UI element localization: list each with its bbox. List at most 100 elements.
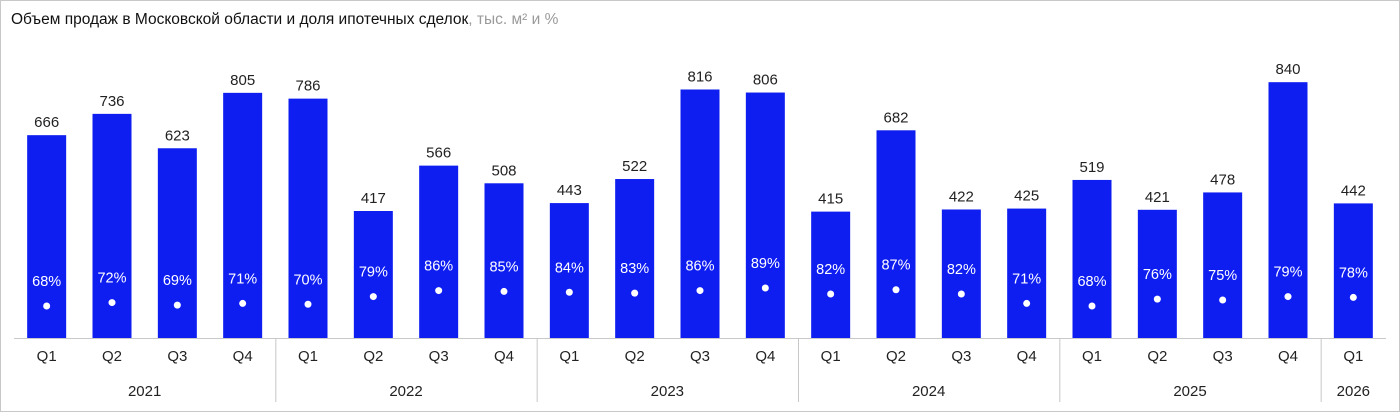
percent-dot	[1023, 299, 1031, 307]
x-tick-label: Q4	[233, 348, 253, 365]
percent-label: 79%	[359, 265, 388, 281]
bar	[1007, 208, 1047, 338]
x-tick-label: Q4	[755, 348, 775, 365]
percent-dot	[435, 287, 443, 295]
x-tick-label: Q4	[1278, 348, 1298, 365]
x-tick-label: Q2	[102, 348, 122, 365]
chart-title: Объем продаж в Московской области и доля…	[11, 11, 558, 29]
chart-title-main: Объем продаж в Московской области и доля…	[11, 11, 469, 28]
data-label: 415	[818, 191, 843, 208]
x-group-label: 2026	[1337, 383, 1370, 400]
x-group-label: 2023	[651, 383, 684, 400]
percent-label: 84%	[555, 260, 584, 276]
x-group-label: 2022	[389, 383, 422, 400]
bar	[615, 179, 655, 338]
percent-dot	[1284, 293, 1292, 301]
percent-dot	[761, 284, 769, 292]
bar	[1072, 179, 1112, 338]
percent-dot	[43, 302, 51, 310]
percent-dot	[565, 288, 573, 296]
x-tick-label: Q2	[886, 348, 906, 365]
x-tick-label: Q4	[494, 348, 514, 365]
data-label: 522	[622, 158, 647, 175]
bar	[876, 130, 916, 338]
percent-label: 71%	[1012, 271, 1041, 287]
x-tick-label: Q2	[363, 348, 383, 365]
percent-label: 86%	[685, 259, 714, 275]
bar	[484, 183, 524, 338]
percent-dot	[108, 299, 116, 307]
x-tick-label: Q1	[1082, 348, 1102, 365]
percent-label: 83%	[620, 261, 649, 277]
percent-dot	[1349, 293, 1357, 301]
percent-dot	[369, 293, 377, 301]
bar	[157, 148, 197, 338]
x-group-label: 2024	[912, 383, 945, 400]
x-tick-label: Q3	[429, 348, 449, 365]
x-tick-label: Q3	[690, 348, 710, 365]
bar	[419, 165, 459, 338]
percent-label: 72%	[97, 271, 126, 287]
percent-label: 71%	[228, 271, 257, 287]
x-group-label: 2021	[128, 383, 161, 400]
data-label: 566	[426, 145, 451, 162]
data-label: 786	[295, 78, 320, 95]
percent-dot	[304, 300, 312, 308]
percent-dot	[1219, 296, 1227, 304]
data-label: 508	[491, 162, 516, 179]
bar	[1137, 209, 1177, 338]
percent-dot	[1088, 302, 1096, 310]
x-tick-label: Q4	[1017, 348, 1037, 365]
percent-dot	[631, 289, 639, 297]
percent-label: 87%	[881, 258, 910, 274]
percent-dot	[696, 287, 704, 295]
bar	[745, 92, 785, 338]
percent-label: 76%	[1143, 267, 1172, 283]
bar	[549, 203, 589, 338]
bar	[1333, 203, 1373, 338]
percent-label: 68%	[1077, 274, 1106, 290]
bar	[223, 92, 263, 338]
data-label: 442	[1341, 182, 1366, 199]
percent-dot	[1153, 295, 1161, 303]
percent-label: 79%	[1273, 265, 1302, 281]
x-tick-label: Q3	[167, 348, 187, 365]
bar	[1203, 192, 1243, 338]
percent-dot	[957, 290, 965, 298]
x-tick-label: Q1	[37, 348, 57, 365]
data-label: 443	[557, 182, 582, 199]
x-tick-label: Q2	[625, 348, 645, 365]
bar	[288, 98, 328, 338]
data-label: 417	[361, 190, 386, 207]
x-tick-label: Q1	[559, 348, 579, 365]
percent-label: 68%	[32, 274, 61, 290]
percent-dot	[892, 286, 900, 294]
data-label: 421	[1145, 189, 1170, 206]
percent-dot	[827, 290, 835, 298]
data-label: 840	[1275, 61, 1300, 78]
percent-label: 69%	[163, 273, 192, 289]
x-tick-label: Q3	[1213, 348, 1233, 365]
percent-label: 85%	[489, 259, 518, 275]
data-label: 519	[1079, 159, 1104, 176]
percent-label: 78%	[1339, 265, 1368, 281]
x-group-label: 2025	[1173, 383, 1206, 400]
percent-label: 82%	[947, 262, 976, 278]
data-label: 422	[949, 188, 974, 205]
percent-label: 86%	[424, 259, 453, 275]
percent-dot	[239, 299, 247, 307]
x-tick-label: Q1	[1343, 348, 1363, 365]
data-label: 682	[883, 109, 908, 126]
data-label: 736	[99, 93, 124, 110]
x-tick-label: Q3	[951, 348, 971, 365]
data-label: 806	[753, 72, 778, 89]
percent-label: 75%	[1208, 268, 1237, 284]
chart-title-unit: , тыс. м² и %	[468, 11, 559, 28]
bar	[811, 211, 851, 338]
data-label: 666	[34, 114, 59, 131]
data-label: 816	[687, 68, 712, 85]
percent-label: 82%	[816, 262, 845, 278]
percent-label: 70%	[293, 272, 322, 288]
x-tick-label: Q1	[298, 348, 318, 365]
